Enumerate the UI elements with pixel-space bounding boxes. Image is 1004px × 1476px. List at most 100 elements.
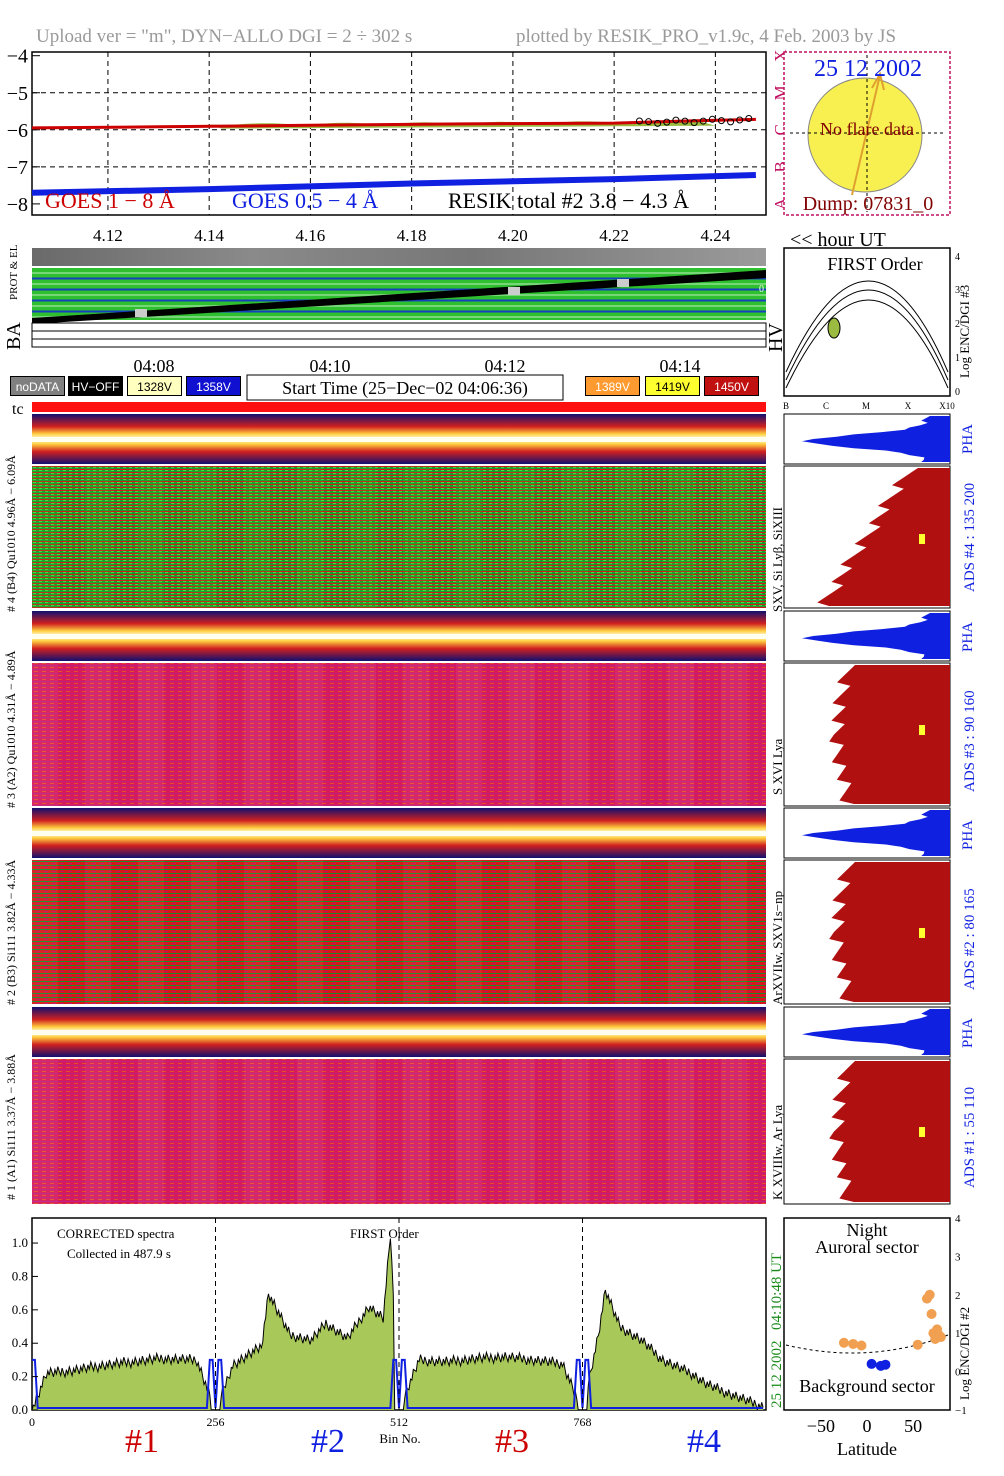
spectrogram-column (32, 466, 58, 608)
spectrogram-column (509, 663, 535, 806)
latitude-y-tick: 4 (955, 1213, 961, 1225)
latitude-panel: Night Auroral sector Background sector 4… (783, 1213, 967, 1459)
pha-histogram (802, 416, 950, 462)
spectrum-date: 25 12 2002 (769, 1341, 785, 1409)
resik-point (654, 119, 662, 127)
header-left: Upload ver = "m", DYN−ALLO DGI = 2 ÷ 302… (36, 26, 413, 47)
spectrogram-column (244, 663, 270, 806)
goes-y-tick: −8 (7, 194, 28, 216)
spectrum-x-tick: 0 (29, 1415, 35, 1429)
spectrogram-column (403, 860, 429, 1004)
spectrogram-column (350, 466, 376, 608)
channel-heatmaps (32, 413, 951, 1205)
band-core (32, 831, 766, 836)
spectrogram-column (244, 1059, 270, 1204)
legend-btn-1358v: 1358V (186, 376, 241, 396)
first-order-title: FIRST Order (827, 254, 922, 274)
legend-btn-nodata: noDATA (10, 376, 65, 396)
first-order-y-tick: 0 (955, 387, 960, 398)
latitude-frame (783, 1217, 951, 1411)
legend-btn-1389v: 1389V (585, 376, 640, 396)
channel-2-lines: ArXVIIw, SXV1s−np (770, 890, 785, 1005)
legend-goes-short: GOES 0.5 − 4 Å (232, 188, 378, 213)
spectrogram-column (403, 466, 429, 608)
latitude-point-auroral (838, 1337, 849, 1348)
first-order-curve (785, 299, 949, 389)
resik-point (699, 117, 707, 125)
status-stripe (32, 305, 766, 307)
resik-point (736, 116, 744, 124)
channel-4-label: # 4 (B4) Qu1010 4.96Å − 6.09Å (4, 455, 18, 612)
goes-panel: −4−5−6−7−8 4.12 4.14 4.16 4.18 4.20 4.22 4.24 … (7, 46, 886, 251)
prot-el-strip (32, 248, 766, 266)
spectrogram-column (85, 663, 111, 806)
spectrogram-column (138, 1059, 164, 1204)
spectrogram-column (350, 1059, 376, 1204)
first-order-x-tick: B (783, 401, 789, 411)
spectrogram-column (297, 1059, 323, 1204)
latitude-ylabel: Log ENC/DGI #2 (957, 1306, 972, 1400)
spectrogram-column (668, 663, 694, 806)
legend-btn-1450v: 1450V (704, 376, 759, 396)
resik-point (663, 118, 671, 126)
spectrum-channel-label: #3 (495, 1423, 529, 1460)
latitude-x-tick: 0 (863, 1416, 872, 1436)
spectrum-note-2: Collected in 487.9 s (67, 1246, 171, 1261)
resik-point (645, 118, 653, 126)
goes-x-tick: 4.16 (296, 226, 326, 245)
spectrogram-column (456, 1059, 482, 1204)
time-tick: 04:10 (309, 356, 350, 376)
spectrogram-column (562, 466, 588, 608)
ba-trend-line (32, 270, 766, 324)
latitude-y-tick: 3 (955, 1251, 961, 1263)
latitude-xlabel: Latitude (837, 1439, 897, 1459)
channel-2-pha: PHA (960, 819, 976, 850)
channel-1-ads: ADS #1 : 55 110 (962, 1086, 978, 1188)
spectrogram-column (138, 466, 164, 608)
spectrogram-column (562, 1059, 588, 1204)
spectrogram-column (562, 860, 588, 1004)
spectrogram-column (509, 1059, 535, 1204)
dump-label: Dump: 07831_0 (803, 193, 934, 215)
channel-3-pha: PHA (960, 621, 976, 652)
spectrum-y-tick: 0.2 (12, 1369, 28, 1384)
spectrum-time: 04:10:48 UT (769, 1253, 785, 1330)
latitude-y-tick: 2 (955, 1290, 961, 1302)
resik-point (635, 117, 643, 125)
status-axis-label: 0 (759, 284, 764, 295)
latitude-axes: 4 3 2 1 0 −1 −50 0 50 (807, 1213, 967, 1436)
spectrogram-column (668, 860, 694, 1004)
spectrogram-column (615, 860, 641, 1004)
first-order-x-tick: M (862, 401, 870, 411)
hv-strip (31, 322, 767, 348)
hv-label: HV (765, 323, 787, 352)
background-label: Background sector (799, 1376, 934, 1396)
spectrogram-column (32, 663, 58, 806)
latitude-point-auroral (912, 1339, 923, 1350)
goes-y-tick: −6 (7, 120, 28, 142)
spectrogram-column (615, 466, 641, 608)
spectrogram-column (85, 860, 111, 1004)
status-panel: 0 PROT & EL BA HV (3, 244, 787, 352)
spectrogram-column (138, 860, 164, 1004)
first-order-x-tick: C (823, 401, 829, 411)
channel-1-pha: PHA (960, 1017, 976, 1048)
spectrum-x-tick: 768 (574, 1415, 592, 1429)
spectrogram-column (191, 663, 217, 806)
first-order-ticks: 4 3 2 1 0 B C M X X10 (783, 252, 960, 411)
latitude-y-tick: 0 (955, 1367, 961, 1379)
spectrogram-body (32, 466, 766, 608)
spectrogram-column (191, 466, 217, 608)
first-order-y-tick: 2 (955, 319, 960, 330)
spectrum-panel: 0.0 0.2 0.4 0.6 0.8 1.0 0 256 512 768 CORRECTED s… (12, 1217, 785, 1460)
band-core (32, 634, 766, 639)
spectrogram-column (562, 663, 588, 806)
goes-y-tick: −5 (7, 83, 28, 105)
resik-point (745, 115, 753, 123)
spectrogram-column (297, 860, 323, 1004)
goes-x-tick: 4.12 (93, 226, 123, 245)
goes-y-tick: −4 (7, 46, 28, 68)
auroral-label: Auroral sector (815, 1237, 918, 1257)
spectrum-y-tick: 0.4 (12, 1335, 29, 1350)
spectrogram-column (191, 1059, 217, 1204)
